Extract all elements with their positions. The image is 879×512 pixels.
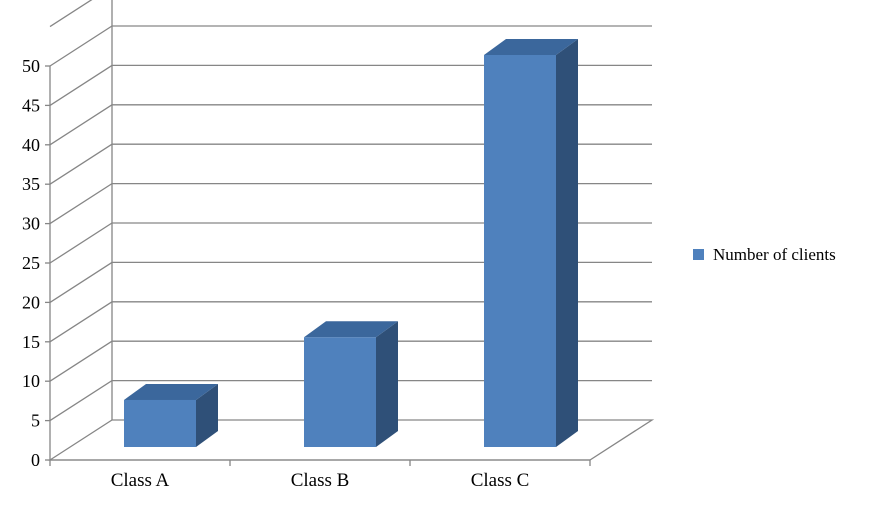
x-category-label: Class C: [471, 470, 530, 491]
y-tick-labels: 0 5 10 15 20 25 30 35 40 45 50: [22, 56, 40, 470]
legend-swatch: [693, 249, 704, 260]
y-tick-label: 5: [31, 411, 40, 431]
y-tick-label: 0: [31, 450, 40, 470]
bar-top-face: [304, 321, 398, 338]
bar-side-face: [376, 321, 398, 447]
y-tick-label: 45: [22, 95, 40, 115]
bar-front-face: [124, 399, 196, 447]
bar-top-face: [124, 383, 218, 400]
bar: [304, 321, 398, 447]
bar-top-face: [484, 39, 578, 55]
legend-label: Number of clients: [713, 245, 836, 264]
legend: Number of clients: [693, 245, 836, 264]
bar-side-face: [196, 383, 218, 447]
x-category-labels: Class A Class B Class C: [111, 470, 530, 491]
y-tick-label: 40: [22, 135, 40, 155]
y-tick-label: 10: [22, 371, 40, 391]
y-tick-label: 20: [22, 292, 40, 312]
bar: [124, 383, 218, 447]
y-tick-label: 15: [22, 332, 40, 352]
y-tick-label: 35: [22, 174, 40, 194]
bar-side-face: [556, 39, 578, 447]
x-category-label: Class B: [291, 470, 350, 491]
gridline: [49, 0, 93, 28]
bar-front-face: [484, 55, 556, 447]
y-tick-label: 25: [22, 253, 40, 273]
bar: [484, 39, 578, 447]
bars: [124, 39, 578, 447]
y-tick-label: 30: [22, 214, 40, 234]
y-tick-label: 50: [22, 56, 40, 76]
axes: [45, 0, 655, 466]
bar-front-face: [304, 337, 376, 447]
x-category-label: Class A: [111, 470, 170, 491]
